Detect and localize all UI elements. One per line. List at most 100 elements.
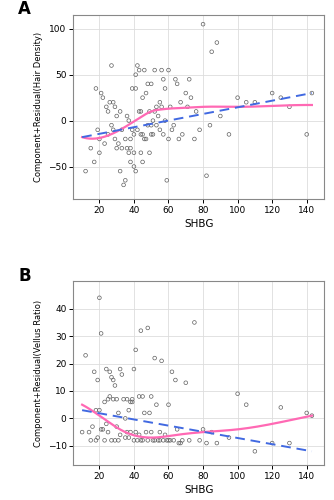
Point <box>162 431 168 439</box>
Point <box>185 103 190 111</box>
Point <box>105 395 111 403</box>
Point <box>197 436 202 444</box>
Point <box>92 158 97 166</box>
Point <box>135 62 140 70</box>
Point <box>88 144 94 152</box>
Point <box>107 392 113 400</box>
Point <box>200 20 206 28</box>
Point <box>145 80 150 88</box>
Point <box>116 140 121 147</box>
Point <box>226 434 232 442</box>
Point <box>164 176 169 184</box>
Point <box>100 94 106 102</box>
Point <box>161 436 166 444</box>
Point <box>159 66 164 74</box>
Point <box>183 379 188 387</box>
Point <box>209 428 214 436</box>
Point <box>149 428 154 436</box>
Point <box>119 144 125 152</box>
Point <box>99 89 104 97</box>
Point <box>128 158 133 166</box>
Point <box>140 94 145 102</box>
Point <box>145 324 150 332</box>
Point <box>152 108 157 116</box>
Point <box>133 84 138 92</box>
Point <box>140 130 145 138</box>
Point <box>105 108 111 116</box>
Point <box>155 112 161 120</box>
Point <box>138 326 144 334</box>
Point <box>204 439 209 447</box>
Point <box>121 395 126 403</box>
Point <box>147 409 152 417</box>
Point <box>209 48 214 56</box>
Point <box>112 135 118 143</box>
Point <box>180 436 185 444</box>
Point <box>97 135 102 143</box>
Point <box>169 126 175 134</box>
Point <box>200 426 206 434</box>
Point <box>149 392 154 400</box>
Point <box>109 436 114 444</box>
Point <box>92 368 97 376</box>
Point <box>79 428 85 436</box>
Point <box>131 130 137 138</box>
Point <box>187 436 192 444</box>
Point <box>157 428 163 436</box>
Point <box>137 392 142 400</box>
Point <box>131 365 137 373</box>
Point <box>123 176 128 184</box>
Point <box>124 112 130 120</box>
Point <box>150 130 156 138</box>
Point <box>126 406 132 414</box>
Point <box>176 135 182 143</box>
Point <box>193 108 199 116</box>
Point <box>145 121 150 129</box>
Point <box>118 167 123 175</box>
Point <box>104 420 109 428</box>
Point <box>119 126 125 134</box>
Point <box>104 365 109 373</box>
Point <box>95 376 100 384</box>
Point <box>162 116 168 124</box>
Point <box>109 374 114 382</box>
Point <box>270 89 275 97</box>
Point <box>138 108 144 116</box>
Point <box>197 126 202 134</box>
Point <box>178 98 183 106</box>
Point <box>183 89 188 97</box>
Point <box>114 144 119 152</box>
Point <box>93 436 99 444</box>
Point <box>243 98 249 106</box>
Point <box>168 103 173 111</box>
Point <box>270 439 275 447</box>
Point <box>135 436 140 444</box>
Point <box>188 94 194 102</box>
Point <box>112 103 118 111</box>
X-axis label: SHBG: SHBG <box>184 219 213 229</box>
Point <box>214 38 219 46</box>
Point <box>133 167 138 175</box>
Point <box>137 108 142 116</box>
Point <box>155 436 161 444</box>
Point <box>118 365 123 373</box>
Point <box>111 126 116 134</box>
Point <box>169 368 175 376</box>
Point <box>166 66 171 74</box>
Point <box>97 294 102 302</box>
Point <box>166 436 171 444</box>
Point <box>149 121 154 129</box>
Point <box>102 436 107 444</box>
Point <box>112 382 118 390</box>
Point <box>176 439 182 447</box>
Point <box>128 135 133 143</box>
Point <box>104 103 109 111</box>
Point <box>112 436 118 444</box>
Point <box>111 395 116 403</box>
Point <box>149 130 154 138</box>
Point <box>93 84 99 92</box>
Y-axis label: Component+Residual(Vellus Ratio): Component+Residual(Vellus Ratio) <box>34 300 43 446</box>
Point <box>149 80 154 88</box>
Point <box>107 368 113 376</box>
Point <box>95 434 100 442</box>
